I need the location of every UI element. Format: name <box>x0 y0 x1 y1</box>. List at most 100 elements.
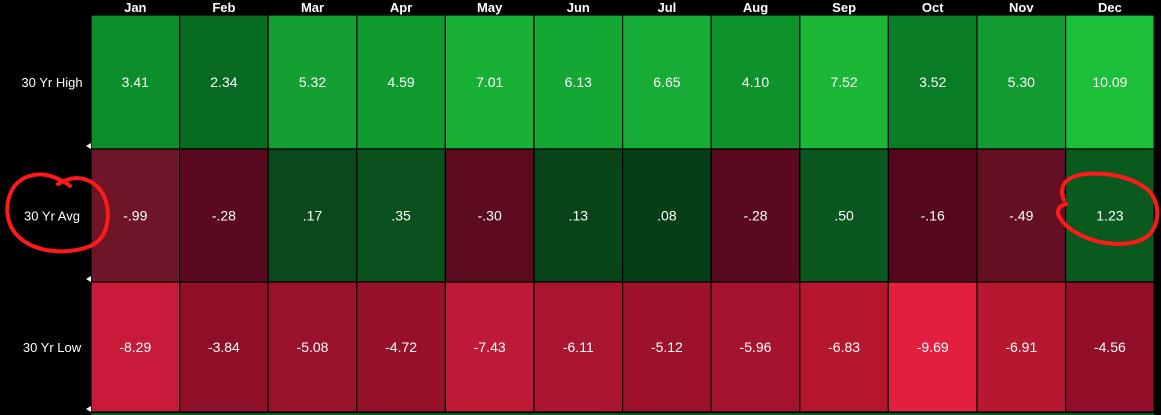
row-marker <box>86 143 91 149</box>
cell-value: -.28 <box>743 208 767 224</box>
heatmap-cell <box>356 148 446 283</box>
month-header-sep: Sep <box>832 0 856 15</box>
cell-value: 5.32 <box>299 74 326 90</box>
next-row-strip <box>622 413 712 415</box>
row-label-30-yr-avg: 30 Yr Avg <box>24 209 80 224</box>
hand-drawn-annotations <box>5 171 1160 254</box>
cell-value: -.49 <box>1009 208 1033 224</box>
cell-value: .13 <box>569 208 589 224</box>
next-row-strip <box>977 413 1066 415</box>
next-row-strip <box>799 413 889 415</box>
heatmap-cell <box>887 281 978 413</box>
month-header-may: May <box>477 0 503 15</box>
heatmap-cell <box>533 281 624 413</box>
heatmap-cell <box>1064 281 1155 413</box>
cell-value: -8.29 <box>119 339 151 355</box>
heatmap-cell <box>533 148 624 283</box>
cell-value: -5.12 <box>651 339 683 355</box>
next-row-strip <box>179 413 269 415</box>
cell-value: -3.84 <box>208 339 240 355</box>
next-row-strip <box>1065 413 1155 415</box>
cell-value: -6.91 <box>1005 339 1037 355</box>
cell-value: -.28 <box>212 208 236 224</box>
row-label-30-yr-high: 30 Yr High <box>21 75 82 90</box>
month-header-oct: Oct <box>922 0 944 15</box>
cell-value: -6.83 <box>828 339 860 355</box>
row-headers: 30 Yr High 30 Yr Avg 30 Yr Low <box>21 75 91 412</box>
cell-value: 5.30 <box>1008 74 1035 90</box>
cell-value: 3.41 <box>122 74 149 90</box>
heatmap-cell <box>90 14 181 150</box>
cell-value: -.30 <box>478 208 502 224</box>
month-header-feb: Feb <box>212 0 235 15</box>
month-header-aug: Aug <box>743 0 768 15</box>
next-row-strip <box>534 413 623 415</box>
heatmap-cell <box>267 14 358 150</box>
cell-value: 6.13 <box>565 74 592 90</box>
heatmap-cell <box>710 14 801 150</box>
cell-value: 4.10 <box>742 74 769 90</box>
heatmap-cell <box>444 281 535 413</box>
heatmap-cells: 3.41 2.34 5.32 4.59 7.01 6.13 6.65 4.10 7.52 3.52… <box>90 14 1155 415</box>
heatmap-cell <box>799 148 889 283</box>
month-header-mar: Mar <box>301 0 324 15</box>
cell-value: .08 <box>657 208 677 224</box>
heatmap-cell <box>799 281 889 413</box>
cell-value: -6.11 <box>563 339 594 355</box>
month-header-jan: Jan <box>124 0 146 15</box>
month-header-jul: Jul <box>658 0 677 15</box>
heatmap-cell <box>267 148 358 283</box>
cell-value: -.99 <box>123 208 147 224</box>
heatmap-cell <box>799 14 889 150</box>
row-label-30-yr-low: 30 Yr Low <box>23 340 82 355</box>
next-row-strip <box>445 413 534 415</box>
next-row-strip <box>711 413 800 415</box>
next-row-strip <box>268 413 357 415</box>
heatmap-cell <box>1064 148 1155 283</box>
cell-value: 10.09 <box>1092 74 1127 90</box>
heatmap-cell <box>179 281 269 413</box>
next-row-strip <box>888 413 977 415</box>
heatmap-cell <box>90 281 181 413</box>
heatmap-cell <box>621 14 712 150</box>
cell-value: .50 <box>834 208 854 224</box>
cell-value: 7.01 <box>476 74 503 90</box>
heatmap-cell <box>887 14 978 150</box>
red-circle-dec-avg <box>1056 171 1160 246</box>
heatmap-cell <box>90 148 181 283</box>
cell-value: 3.52 <box>919 74 946 90</box>
next-row-strip <box>356 413 446 415</box>
heatmap-cell <box>179 14 269 150</box>
month-header-nov: Nov <box>1009 0 1034 15</box>
heatmap-cell <box>444 148 535 283</box>
next-row-strip <box>91 413 180 415</box>
cell-value: 7.52 <box>830 74 857 90</box>
cell-value: 6.65 <box>653 74 680 90</box>
heatmap-cell <box>710 148 801 283</box>
cell-value: -5.96 <box>740 339 772 355</box>
cell-value: -5.08 <box>297 339 329 355</box>
cell-value: -4.56 <box>1094 339 1126 355</box>
row-marker <box>86 406 91 412</box>
cell-value: 4.59 <box>387 74 414 90</box>
heatmap-cell <box>621 281 712 413</box>
heatmap-cell <box>1064 14 1155 150</box>
heatmap-cell <box>179 148 269 283</box>
cell-value: -9.69 <box>917 339 949 355</box>
month-header-apr: Apr <box>390 0 412 15</box>
heatmap-cell <box>356 14 446 150</box>
cell-value: 1.23 <box>1096 208 1123 224</box>
red-circle-avg-label <box>5 172 110 254</box>
month-header-jun: Jun <box>567 0 590 15</box>
cell-value: .17 <box>303 208 323 224</box>
cell-value: -.16 <box>921 208 945 224</box>
heatmap-cell <box>887 148 978 283</box>
cell-value: 2.34 <box>210 74 237 90</box>
month-headers: Jan Feb Mar Apr May Jun Jul Aug Sep Oct Nov Dec <box>124 0 1122 15</box>
heatmap-cell <box>976 148 1067 283</box>
cell-value: -7.43 <box>474 339 506 355</box>
heatmap-cell <box>976 281 1067 413</box>
row-marker <box>86 276 91 282</box>
cell-value: .35 <box>391 208 411 224</box>
